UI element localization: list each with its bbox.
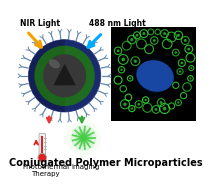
- Circle shape: [133, 54, 177, 98]
- Circle shape: [117, 49, 120, 52]
- Circle shape: [80, 134, 87, 141]
- Circle shape: [120, 69, 123, 71]
- Polygon shape: [53, 64, 76, 85]
- Circle shape: [131, 107, 133, 110]
- Text: NIR Light: NIR Light: [20, 19, 60, 28]
- Circle shape: [163, 107, 166, 110]
- Ellipse shape: [49, 59, 60, 68]
- Circle shape: [137, 103, 140, 106]
- Circle shape: [138, 59, 172, 93]
- Text: Conjugated Polymer Microparticles: Conjugated Polymer Microparticles: [9, 158, 203, 168]
- Circle shape: [35, 46, 95, 106]
- FancyBboxPatch shape: [111, 27, 196, 122]
- Circle shape: [78, 132, 90, 144]
- Circle shape: [136, 34, 138, 37]
- Circle shape: [129, 77, 131, 79]
- Circle shape: [38, 153, 47, 162]
- Circle shape: [153, 39, 156, 42]
- Circle shape: [177, 101, 180, 104]
- Circle shape: [190, 67, 192, 69]
- Circle shape: [155, 108, 158, 111]
- Circle shape: [134, 60, 137, 63]
- Circle shape: [163, 32, 166, 35]
- Circle shape: [180, 62, 183, 64]
- Circle shape: [179, 70, 181, 73]
- Wedge shape: [28, 40, 65, 112]
- Circle shape: [187, 48, 190, 51]
- Circle shape: [66, 121, 101, 155]
- Circle shape: [71, 125, 96, 151]
- Text: Imaging: Imaging: [71, 164, 99, 170]
- Circle shape: [28, 40, 101, 112]
- Circle shape: [160, 101, 163, 104]
- Circle shape: [189, 77, 191, 79]
- Circle shape: [177, 34, 180, 37]
- Ellipse shape: [136, 60, 174, 92]
- Circle shape: [184, 39, 187, 42]
- Circle shape: [142, 32, 145, 35]
- Circle shape: [43, 54, 86, 97]
- Circle shape: [75, 129, 92, 146]
- Circle shape: [123, 102, 127, 106]
- Text: 488 nm Light: 488 nm Light: [89, 19, 145, 28]
- FancyBboxPatch shape: [39, 133, 45, 156]
- Circle shape: [144, 99, 147, 101]
- Circle shape: [130, 38, 134, 41]
- Circle shape: [143, 64, 167, 88]
- FancyBboxPatch shape: [41, 136, 43, 153]
- Text: Photothermal
Therapy: Photothermal Therapy: [22, 164, 69, 177]
- Circle shape: [121, 58, 125, 61]
- Wedge shape: [35, 46, 65, 106]
- Circle shape: [174, 51, 177, 54]
